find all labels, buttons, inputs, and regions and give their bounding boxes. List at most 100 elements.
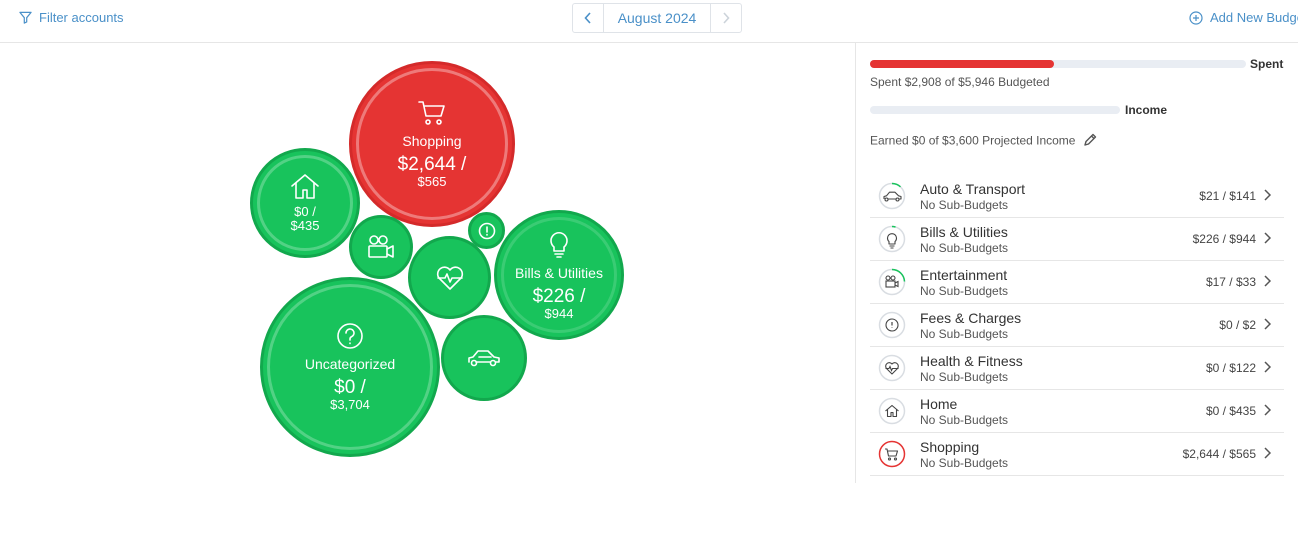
house-icon [878, 397, 906, 425]
category-subtitle: No Sub-Budgets [920, 284, 1009, 298]
income-label: Income [1125, 103, 1168, 117]
filter-icon [19, 11, 32, 24]
bubble-fees[interactable] [468, 212, 505, 249]
category-icon-badge [878, 182, 906, 210]
chevron-right-icon [1262, 446, 1272, 460]
spent-progress: Spent [870, 57, 1284, 71]
panel-divider [855, 43, 856, 483]
chevron-right-icon [1262, 231, 1272, 245]
shopping-cart-icon [878, 440, 906, 468]
add-new-budget-label: Add New Budget [1210, 10, 1298, 25]
bubble-bills-name: Bills & Utilities [515, 265, 603, 281]
bubble-progress-ring [257, 155, 353, 251]
category-row-bills-utilities[interactable]: Bills & Utilities No Sub-Budgets $226 / … [870, 218, 1284, 261]
bubble-bills-budget: $944 [544, 306, 574, 321]
bubble-auto-transport[interactable] [441, 315, 527, 401]
bubble-bills-spent: $226 / [532, 286, 586, 307]
category-row-fees-charges[interactable]: Fees & Charges No Sub-Budgets $0 / $2 [870, 304, 1284, 347]
income-progress-track [870, 106, 1120, 114]
category-name: Shopping [920, 439, 980, 455]
bubble-home[interactable]: $0 / $435 [250, 148, 360, 258]
category-name: Home [920, 396, 958, 412]
car-icon [468, 350, 500, 367]
chevron-right-icon [723, 12, 730, 24]
chevron-right-icon [1262, 403, 1272, 417]
category-amount: $0 / $122 [1205, 361, 1256, 375]
income-summary: Earned $0 of $3,600 Projected Income [870, 133, 1097, 150]
bubble-uncategorized[interactable]: Uncategorized $0 / $3,704 [260, 277, 440, 457]
category-row-health-fitness[interactable]: Health & Fitness No Sub-Budgets $0 / $12… [870, 347, 1284, 390]
bubble-bills-utilities[interactable]: Bills & Utilities $226 / $944 [494, 210, 624, 340]
category-icon-badge [878, 268, 906, 296]
budget-bubble-chart: Shopping $2,644 / $565 $0 / $435 Bills &… [0, 43, 855, 503]
category-list: Auto & Transport No Sub-Budgets $21 / $1… [870, 175, 1284, 476]
spent-summary-text: Spent $2,908 of $5,946 Budgeted [870, 75, 1050, 89]
category-amount: $226 / $944 [1192, 232, 1256, 246]
heart-pulse-icon [436, 265, 463, 290]
category-row-shopping[interactable]: Shopping No Sub-Budgets $2,644 / $565 [870, 433, 1284, 476]
category-amount: $0 / $2 [1219, 318, 1256, 332]
lightbulb-icon [550, 232, 568, 258]
chevron-left-icon [584, 12, 591, 24]
category-amount: $2,644 / $565 [1182, 447, 1256, 461]
current-month-label: August 2024 [617, 10, 697, 26]
plus-circle-icon [1189, 10, 1203, 25]
add-new-budget-button[interactable]: Add New Budget [1189, 10, 1298, 25]
bubble-home-spent: $0 / [294, 204, 316, 219]
bubble-shopping-spent: $2,644 / [397, 154, 467, 175]
category-icon-badge [878, 354, 906, 382]
exclamation-icon [478, 222, 495, 239]
category-amount: $21 / $141 [1199, 189, 1256, 203]
lightbulb-icon [878, 225, 906, 253]
bubble-uncategorized-spent: $0 / [334, 377, 366, 398]
spent-progress-fill [870, 60, 1054, 68]
bubble-health[interactable] [408, 236, 491, 319]
filter-accounts-button[interactable]: Filter accounts [19, 10, 124, 25]
spent-progress-track [870, 60, 1246, 68]
category-subtitle: No Sub-Budgets [920, 241, 1009, 255]
next-month-button[interactable] [710, 4, 741, 32]
category-icon-badge [878, 225, 906, 253]
chevron-right-icon [1262, 188, 1272, 202]
bubble-uncategorized-budget: $3,704 [330, 397, 370, 412]
category-row-home[interactable]: Home No Sub-Budgets $0 / $435 [870, 390, 1284, 433]
category-name: Bills & Utilities [920, 224, 1008, 240]
income-summary-text: Earned $0 of $3,600 Projected Income [870, 133, 1076, 148]
category-icon-badge [878, 397, 906, 425]
question-icon [337, 323, 363, 349]
bubble-uncategorized-name: Uncategorized [304, 356, 396, 372]
shopping-cart-icon [418, 101, 445, 125]
chevron-right-icon [1262, 274, 1272, 288]
bubble-shopping-name: Shopping [402, 133, 462, 149]
category-icon-badge [878, 311, 906, 339]
chevron-right-icon [1262, 360, 1272, 374]
spent-label: Spent [1250, 57, 1284, 71]
category-amount: $0 / $435 [1205, 404, 1256, 418]
exclamation-icon [878, 311, 906, 339]
category-name: Entertainment [920, 267, 1008, 283]
category-subtitle: No Sub-Budgets [920, 413, 1009, 427]
category-amount: $17 / $33 [1205, 275, 1256, 289]
bubble-shopping-budget: $565 [417, 174, 447, 189]
category-subtitle: No Sub-Budgets [920, 456, 1009, 470]
top-bar: Filter accounts August 2024 Add New Budg… [0, 0, 1298, 43]
category-row-auto-transport[interactable]: Auto & Transport No Sub-Budgets $21 / $1… [870, 175, 1284, 218]
chevron-right-icon [1262, 317, 1272, 331]
movie-camera-icon [368, 235, 394, 258]
edit-projected-income-button[interactable] [1083, 133, 1097, 150]
category-subtitle: No Sub-Budgets [920, 327, 1009, 341]
previous-month-button[interactable] [573, 4, 604, 32]
income-progress: Income [870, 103, 1284, 117]
category-subtitle: No Sub-Budgets [920, 370, 1009, 384]
bubble-entertainment[interactable] [349, 215, 413, 279]
category-name: Fees & Charges [920, 310, 1022, 326]
pencil-icon [1084, 133, 1097, 146]
month-navigator: August 2024 [572, 3, 742, 33]
movie-camera-icon [878, 268, 906, 296]
category-name: Auto & Transport [920, 181, 1026, 197]
heart-pulse-icon [878, 354, 906, 382]
category-icon-badge [878, 440, 906, 468]
category-row-entertainment[interactable]: Entertainment No Sub-Budgets $17 / $33 [870, 261, 1284, 304]
house-icon [291, 174, 319, 199]
bubble-shopping[interactable]: Shopping $2,644 / $565 [349, 61, 515, 227]
